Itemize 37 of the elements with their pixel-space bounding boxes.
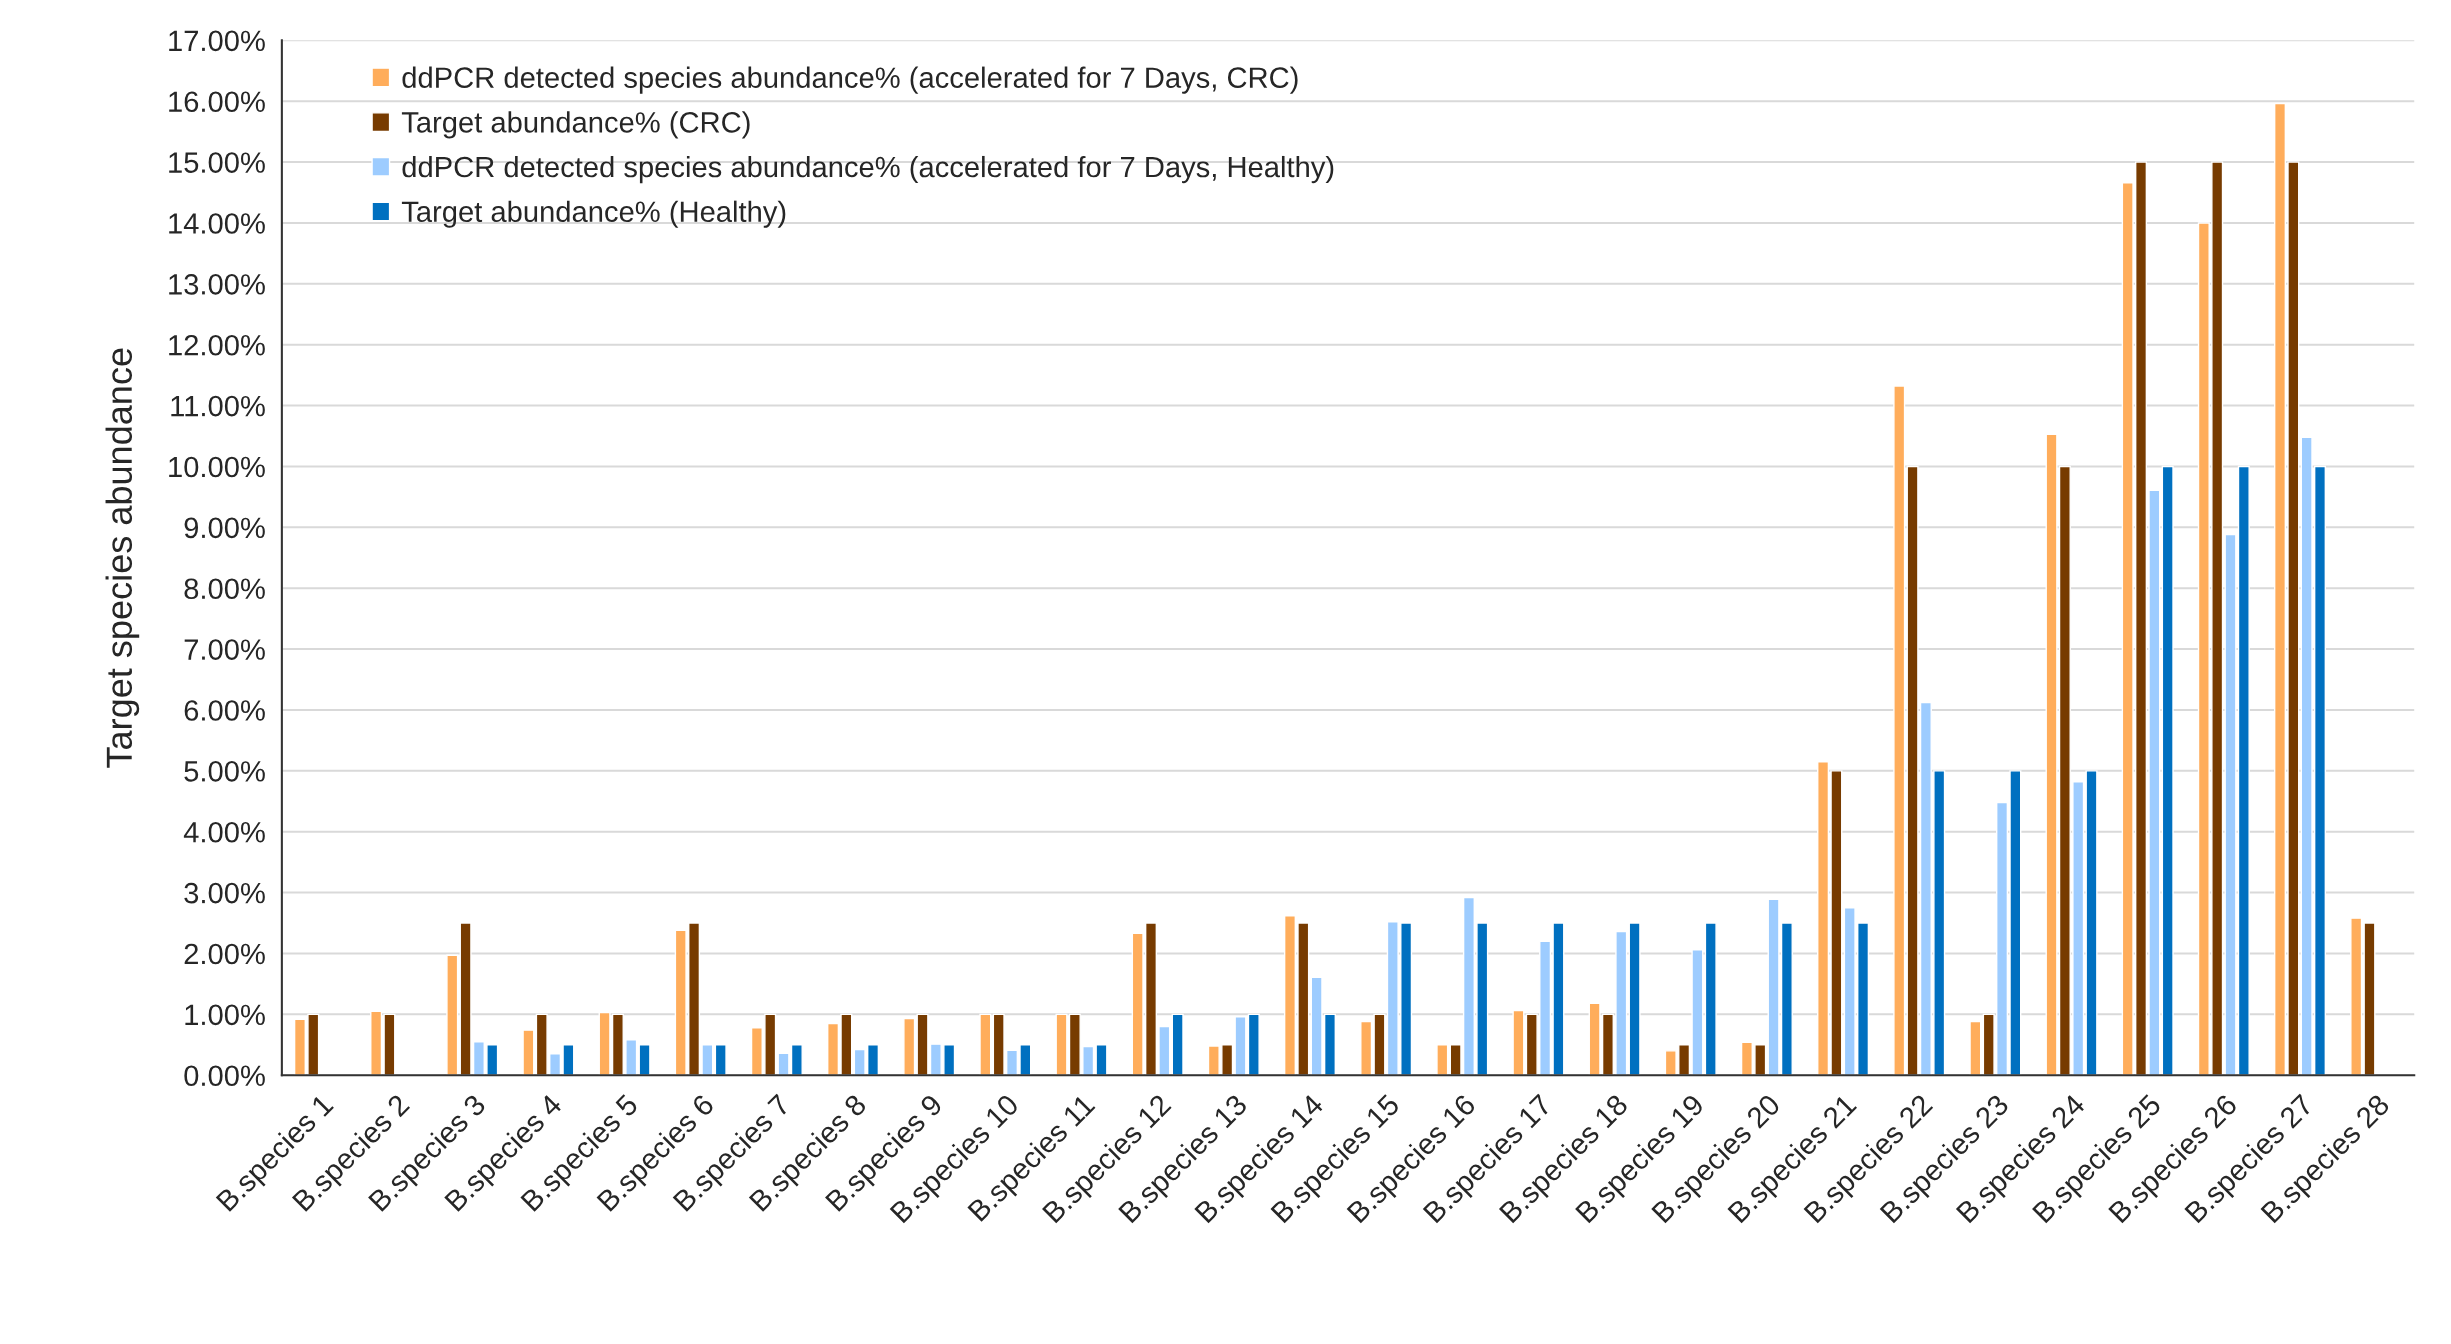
bar (2161, 465, 2174, 1076)
y-tick-label: 7.00% (184, 639, 265, 660)
bar (979, 1013, 992, 1076)
bar (903, 1017, 916, 1076)
y-tick-label: 3.00% (184, 882, 265, 904)
y-tick-label: 1.00% (185, 1004, 265, 1026)
legend-label: Target abundance% (Healthy) (401, 200, 786, 228)
bar (522, 1029, 535, 1076)
y-tick-label: 2.00% (184, 943, 265, 965)
y-tick-label: 5.00% (184, 761, 265, 782)
y-tick-label: 16.00% (169, 91, 265, 113)
y-tick-label: 12.00% (169, 334, 265, 356)
y-tick-label: 0.00% (184, 1065, 265, 1087)
legend-label: ddPCR detected species abundance% (accelerated for 7 Days, Healthy) (402, 155, 1334, 184)
bar (1628, 922, 1641, 1076)
y-tick-label: 13.00% (169, 274, 265, 295)
bar (714, 1044, 727, 1076)
bar (1969, 1020, 1982, 1076)
legend-label: ddPCR detected species abundance% (accelerated for 7 Days, CRC) (402, 66, 1298, 94)
bar (446, 954, 459, 1076)
y-tick-label: 10.00% (169, 456, 265, 478)
bar (1893, 385, 1906, 1076)
bar (1512, 1009, 1525, 1076)
y-tick-label: 6.00% (184, 700, 265, 721)
y-axis-title: Target species abundance (105, 348, 140, 768)
y-tick-label: 11.00% (171, 395, 265, 417)
legend-label: Target abundance% (CRC) (401, 111, 750, 139)
y-tick-label: 15.00% (169, 152, 265, 173)
bar (1436, 1044, 1449, 1076)
y-tick-label: 4.00% (183, 821, 265, 843)
y-tick-label: 9.00% (184, 517, 265, 539)
bar (1704, 922, 1717, 1076)
y-tick-label: 17.00% (169, 30, 265, 52)
bar (1171, 1013, 1184, 1076)
bar (638, 1044, 651, 1076)
y-tick-label: 14.00% (169, 213, 265, 234)
y-tick-label: 8.00% (184, 578, 265, 600)
